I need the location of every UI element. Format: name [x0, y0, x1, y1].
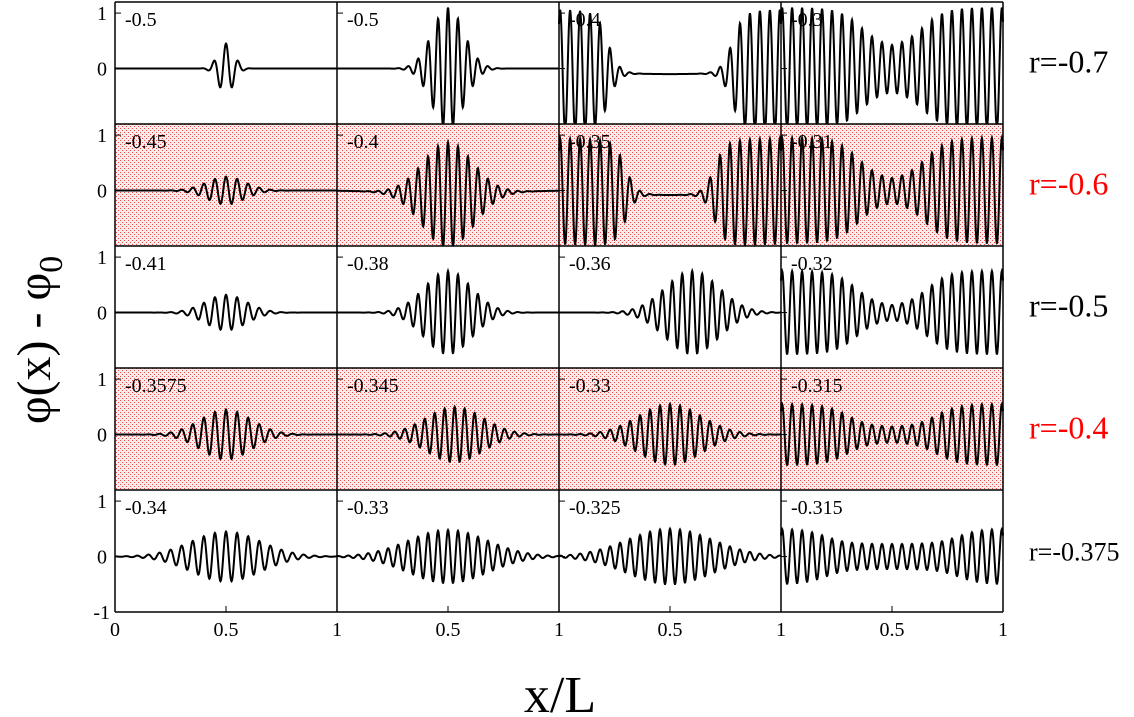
y-axis-label-main: φ(x) - φ [8, 273, 61, 424]
x-tick-label: 1 [332, 619, 342, 641]
row-label: r=-0.7 [1029, 44, 1108, 80]
panel-label: -0.31 [791, 131, 833, 153]
panel-label: -0.345 [347, 375, 399, 397]
panel-label: -0.5 [347, 9, 379, 31]
x-tick-label: 0.5 [214, 619, 239, 641]
panel-label: -0.3 [791, 9, 823, 31]
series-line [115, 295, 337, 330]
panel-label: -0.33 [569, 375, 611, 397]
series-line [115, 44, 337, 88]
series-line [559, 529, 781, 584]
panel-label: -0.33 [347, 497, 389, 519]
panel-label: -0.36 [569, 253, 611, 275]
series-line [781, 271, 1003, 354]
panel-label: -0.34 [125, 497, 167, 519]
row-label: r=-0.4 [1029, 410, 1108, 446]
panel-label: -0.45 [125, 131, 167, 153]
x-tick-label: 1 [998, 619, 1008, 641]
series-line [559, 271, 781, 353]
y-tick-label: 1 [97, 369, 107, 391]
series-line [115, 532, 337, 582]
panel-label: -0.38 [347, 253, 389, 275]
x-tick-label: 0.5 [436, 619, 461, 641]
y-tick-label: 1 [97, 125, 107, 147]
y-tick-label: 0 [97, 181, 107, 203]
panel-label: -0.4 [347, 131, 379, 153]
series-line [781, 529, 1003, 584]
y-axis-label: φ(x) - φ0 [8, 256, 70, 424]
series-line [337, 530, 559, 583]
x-tick-label: 1 [776, 619, 786, 641]
panel-label: -0.315 [791, 497, 843, 519]
y-tick-label: -1 [93, 602, 110, 624]
panel-label: -0.325 [569, 497, 621, 519]
row-label: r=-0.6 [1029, 166, 1108, 202]
y-tick-label: 0 [97, 547, 107, 569]
panel-label: -0.4 [569, 9, 601, 31]
x-tick-label: 0.5 [880, 619, 905, 641]
panel-label: -0.35 [569, 131, 611, 153]
row-label: r=-0.5 [1029, 288, 1108, 324]
y-tick-label: 1 [97, 247, 107, 269]
y-tick-label: 1 [97, 3, 107, 25]
panel-label: -0.3575 [125, 375, 187, 397]
panel-label: -0.32 [791, 253, 833, 275]
x-tick-label: 0.5 [658, 619, 683, 641]
y-axis-label-sub: 0 [33, 256, 70, 273]
y-tick-label: 1 [97, 491, 107, 513]
y-tick-label: 0 [97, 59, 107, 81]
series-line [337, 271, 559, 353]
row-label: r=-0.375 [1029, 538, 1119, 567]
panel-label: -0.5 [125, 9, 157, 31]
panel-label: -0.41 [125, 253, 167, 275]
x-tick-label: 1 [554, 619, 564, 641]
y-tick-label: 0 [97, 425, 107, 447]
y-tick-label: 0 [97, 303, 107, 325]
x-tick-label: 0 [110, 619, 120, 641]
panel-label: -0.315 [791, 375, 843, 397]
x-axis-label: x/L [524, 667, 596, 717]
